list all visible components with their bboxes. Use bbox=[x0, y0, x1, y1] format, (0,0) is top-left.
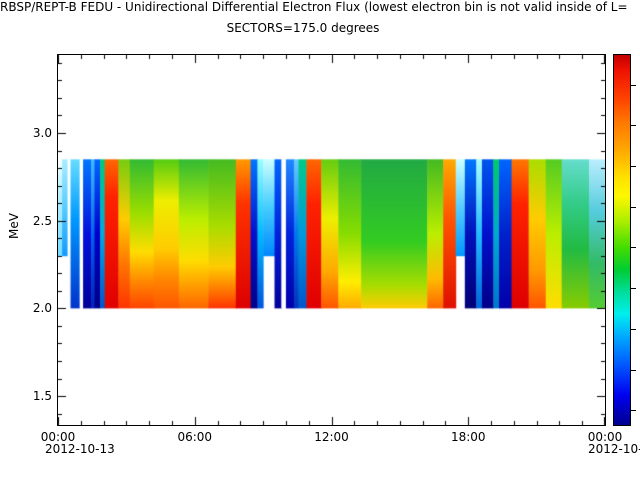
colorbar-tick bbox=[631, 247, 636, 248]
colorbar-tick bbox=[631, 410, 636, 411]
y-tick-label: 1.5 bbox=[32, 389, 52, 404]
figure-title: RBSP/REPT-B FEDU - Unidirectional Differ… bbox=[0, 0, 628, 14]
colorbar bbox=[613, 54, 631, 426]
colorbar-tick bbox=[631, 329, 636, 330]
x-tick-label: 18:00 bbox=[450, 430, 486, 444]
y-tick-label: 2.0 bbox=[32, 301, 52, 316]
colorbar-tick bbox=[631, 85, 636, 86]
colorbar-tick bbox=[631, 125, 636, 126]
x-tick-label: 12:00 bbox=[314, 430, 349, 444]
colorbar-tick bbox=[631, 288, 636, 289]
x-axis-date-end: 2012-10-14 bbox=[588, 442, 640, 456]
x-axis-date-start: 2012-10-13 bbox=[45, 442, 115, 456]
x-tick-label: 00:00 bbox=[40, 430, 76, 444]
x-tick-label: 06:00 bbox=[177, 430, 213, 444]
colorbar-tick bbox=[631, 166, 636, 167]
x-tick-label: 00:00 bbox=[587, 430, 623, 444]
colorbar-tick bbox=[631, 370, 636, 371]
spectrogram-canvas bbox=[58, 55, 605, 425]
figure-subtitle: SECTORS=175.0 degrees bbox=[226, 21, 380, 35]
y-tick-label: 3.0 bbox=[32, 126, 52, 141]
colorbar-tick bbox=[631, 207, 636, 208]
y-tick-label: 2.5 bbox=[32, 213, 52, 228]
